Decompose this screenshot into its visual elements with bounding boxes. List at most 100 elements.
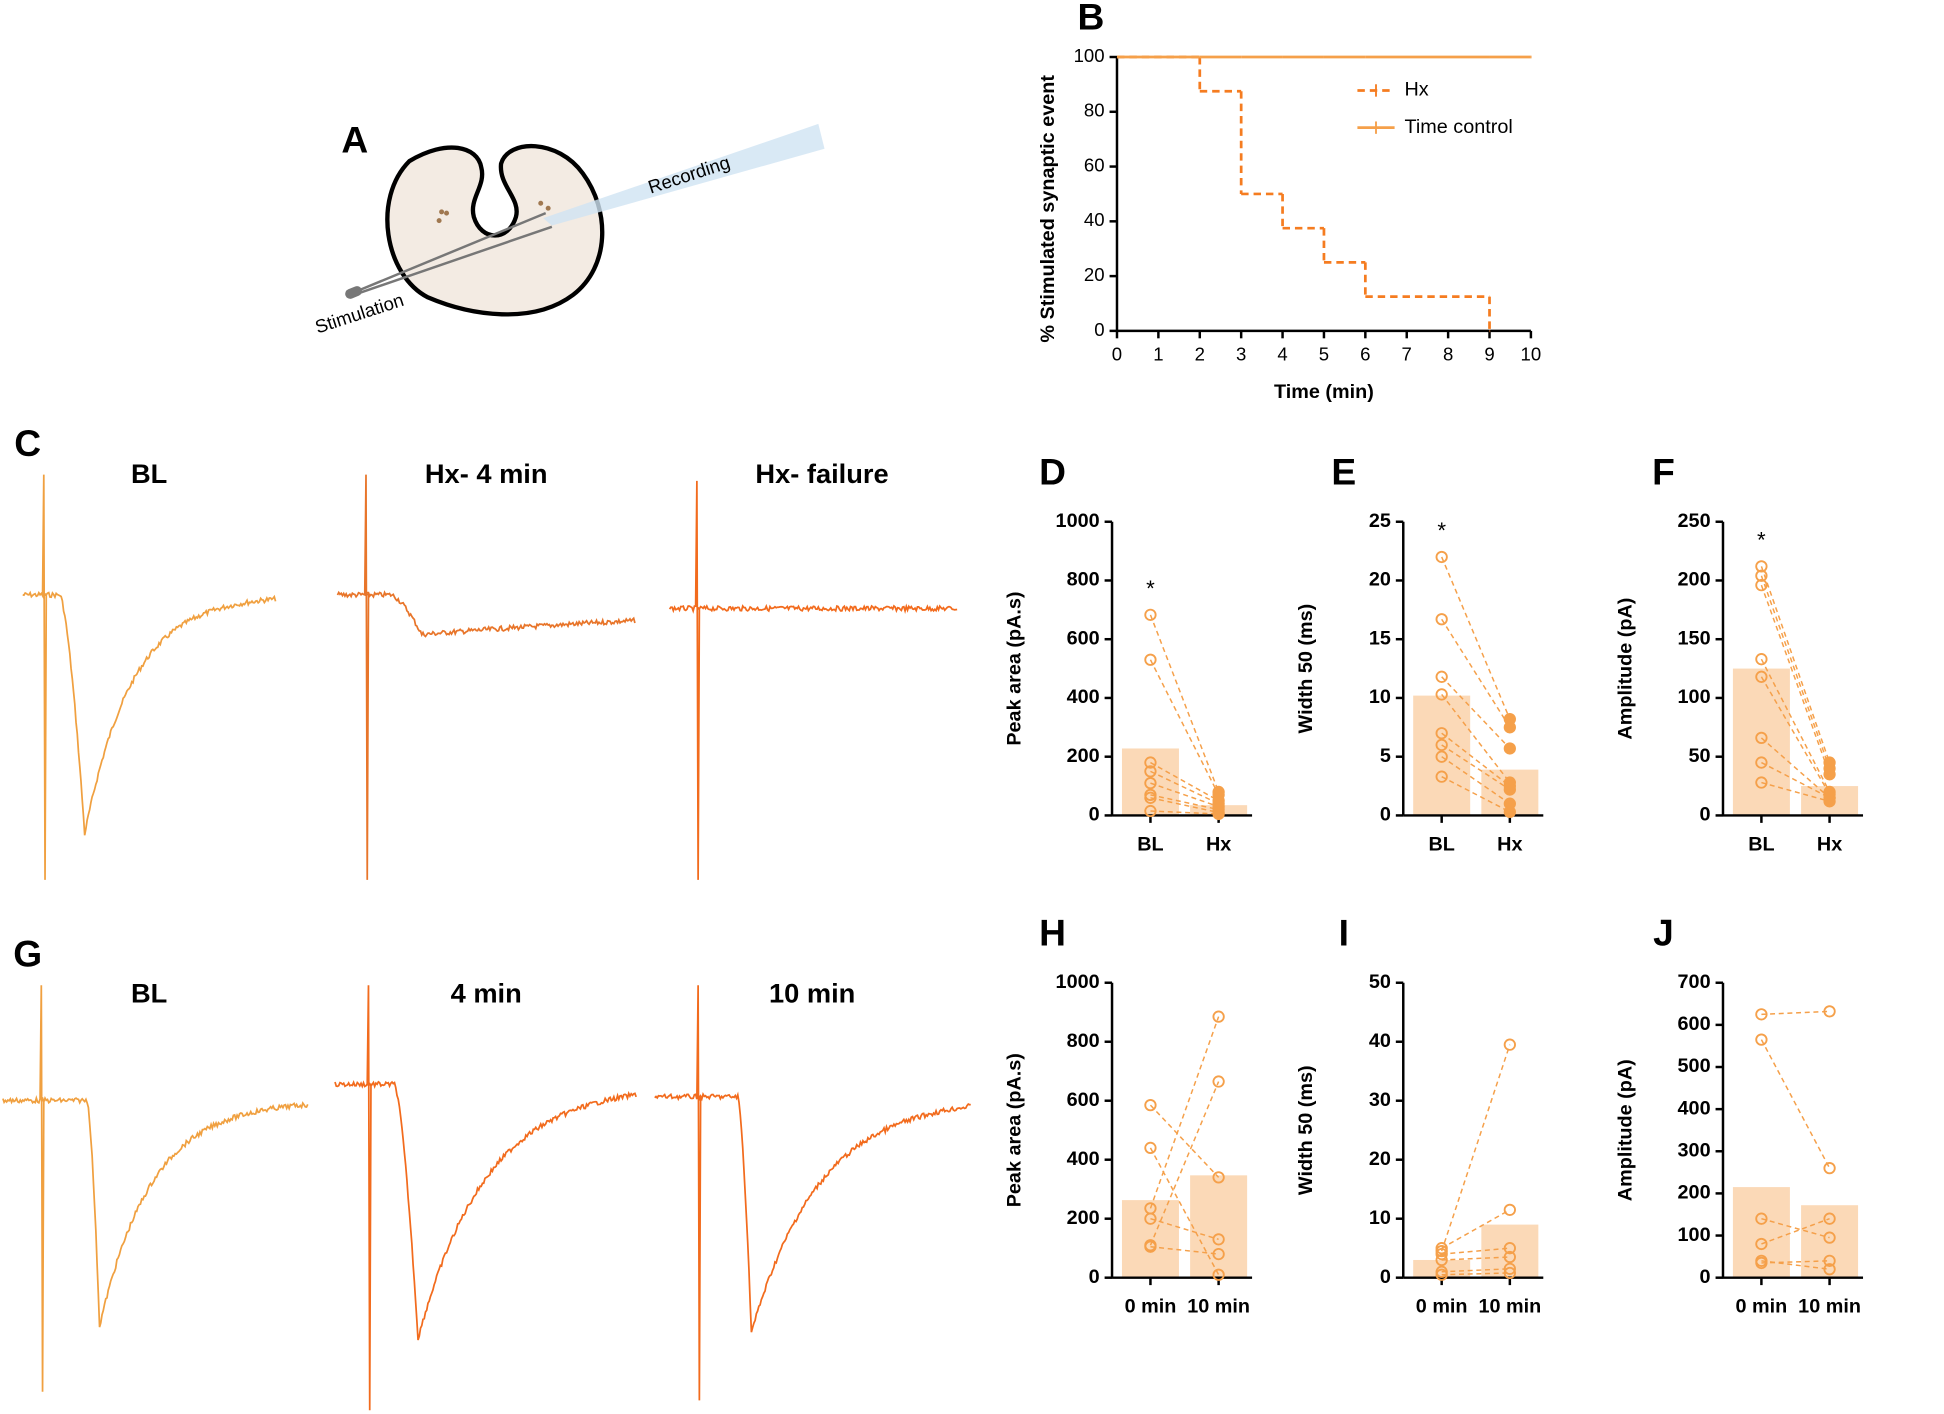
data-point <box>1823 1231 1836 1244</box>
y-tick-label: 400 <box>1067 686 1100 708</box>
data-point <box>1144 1202 1157 1215</box>
y-tick-label: 0 <box>1094 319 1104 340</box>
data-point <box>1503 783 1516 796</box>
y-tick-label: 100 <box>1678 1224 1711 1246</box>
x-tick-label: 6 <box>1360 344 1370 365</box>
paired-line <box>1150 1217 1219 1241</box>
paired-line <box>1150 770 1219 805</box>
data-point <box>1755 1237 1768 1251</box>
y-tick-label: 0 <box>1380 1266 1391 1288</box>
x-tick-label: 10 <box>1521 344 1542 365</box>
data-point <box>1212 1010 1225 1023</box>
legend-label: Time control <box>1405 116 1513 138</box>
data-point <box>1212 1075 1225 1088</box>
x-tick-label: Hx <box>1206 833 1231 855</box>
y-tick-label: 0 <box>1380 804 1391 826</box>
x-tick-label: BL <box>1428 833 1454 855</box>
panel-letter: C <box>14 422 41 464</box>
y-tick-label: 300 <box>1678 1140 1711 1162</box>
x-tick-label: 3 <box>1236 344 1246 365</box>
recording-trace <box>2 985 309 1392</box>
data-point <box>1755 756 1768 769</box>
paired-line <box>1760 658 1831 793</box>
y-axis-label: Amplitude (pA) <box>1615 1059 1637 1201</box>
data-point <box>1144 653 1157 666</box>
significance-marker: * <box>1437 518 1446 543</box>
paired-line <box>1761 781 1830 803</box>
panel-letter: G <box>13 933 42 975</box>
y-tick-label: 200 <box>1678 569 1711 591</box>
cell <box>439 209 445 215</box>
data-point <box>1823 1254 1836 1267</box>
paired-line <box>1760 1039 1831 1169</box>
y-tick-label: 60 <box>1084 154 1105 175</box>
trace-title: 10 min <box>769 977 855 1008</box>
x-tick-label: Hx <box>1817 833 1842 855</box>
paired-line <box>1760 676 1831 795</box>
data-point <box>1144 1240 1157 1253</box>
data-point <box>1144 1212 1157 1225</box>
x-tick-label: 0 min <box>1416 1296 1468 1318</box>
y-tick-label: 500 <box>1678 1055 1711 1077</box>
data-point <box>1144 776 1157 790</box>
data-point <box>1212 1233 1225 1246</box>
paired-line <box>1149 1147 1220 1276</box>
data-point <box>1144 756 1157 769</box>
data-point <box>1503 1262 1516 1275</box>
bar <box>1413 695 1471 816</box>
data-point <box>1435 688 1448 701</box>
paired-line <box>1149 1081 1220 1246</box>
y-tick-label: 80 <box>1084 100 1105 121</box>
panel-letter: I <box>1339 911 1349 953</box>
data-point <box>1144 804 1157 818</box>
data-point <box>1755 1033 1768 1046</box>
data-point <box>1435 770 1448 783</box>
data-point <box>1435 738 1448 752</box>
panel-letter: A <box>341 118 368 160</box>
paired-line <box>1440 556 1511 720</box>
paired-line <box>1441 1268 1510 1273</box>
y-tick-label: 400 <box>1067 1148 1100 1170</box>
data-point <box>1503 742 1516 755</box>
paired-line <box>1441 776 1511 813</box>
data-point <box>1435 670 1448 683</box>
legend-label: Hx <box>1405 79 1429 101</box>
y-tick-label: 100 <box>1074 45 1105 66</box>
paired-line <box>1441 1272 1510 1276</box>
y-tick-label: 800 <box>1067 1030 1100 1052</box>
x-tick-label: 0 min <box>1736 1296 1788 1318</box>
data-point <box>1435 1268 1448 1281</box>
paired-line <box>1150 794 1219 811</box>
data-point <box>1755 1256 1768 1270</box>
y-axis-label: % Stimulated synaptic event <box>1037 75 1059 343</box>
paired-line <box>1149 659 1220 796</box>
bar <box>1732 668 1790 816</box>
data-point <box>1503 1242 1516 1255</box>
y-axis-label: Width 50 (ms) <box>1295 1065 1317 1195</box>
data-point <box>1823 1005 1836 1018</box>
x-tick-label: 0 <box>1112 344 1122 365</box>
panel-letter: B <box>1078 0 1105 38</box>
trace-title: BL <box>131 977 167 1008</box>
y-tick-label: 150 <box>1678 627 1711 649</box>
paired-line <box>1761 1260 1830 1264</box>
recording-trace <box>668 480 958 880</box>
y-tick-label: 200 <box>1067 745 1100 767</box>
paired-line <box>1441 1256 1510 1261</box>
paired-line <box>1441 676 1511 749</box>
recording-trace <box>22 474 277 880</box>
panel-letter: J <box>1653 911 1674 953</box>
data-point <box>1212 1247 1225 1261</box>
x-tick-label: 10 min <box>1478 1296 1541 1318</box>
recording-trace <box>334 985 637 1411</box>
data-point <box>1823 1263 1836 1276</box>
y-tick-label: 5 <box>1380 745 1391 767</box>
paired-line <box>1440 1044 1511 1252</box>
trace-title: Hx- failure <box>755 458 888 489</box>
paired-line <box>1441 1209 1511 1249</box>
data-point <box>1503 1250 1516 1264</box>
x-tick-label: 0 min <box>1125 1296 1177 1318</box>
data-point <box>1435 727 1448 740</box>
x-tick-label: Hx <box>1497 833 1522 855</box>
y-tick-label: 50 <box>1369 971 1391 993</box>
